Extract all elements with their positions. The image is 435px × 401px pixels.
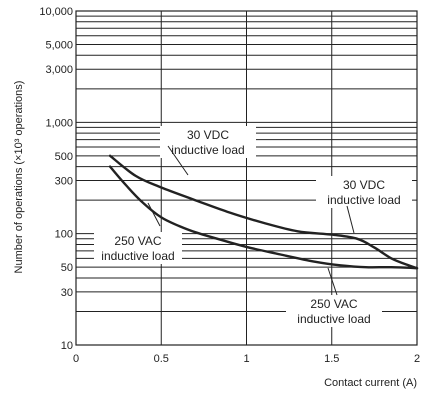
- annotation-leader: [147, 202, 161, 227]
- annotation-text: inductive load: [101, 249, 174, 263]
- y-tick-label: 500: [55, 151, 73, 163]
- annotation-text: inductive load: [171, 143, 244, 157]
- y-tick-label: 10,000: [39, 6, 73, 18]
- y-tick-label: 100: [55, 229, 73, 241]
- annotation-text: 30 VDC: [343, 178, 385, 192]
- series-line-1: [108, 154, 419, 270]
- x-tick-label: 1.5: [324, 353, 339, 365]
- y-tick-label: 10: [61, 340, 73, 352]
- plot-frame: [75, 10, 418, 346]
- x-tick-label: 0.5: [154, 353, 169, 365]
- x-tick-label: 1: [243, 353, 249, 365]
- annotation-box: [316, 176, 412, 208]
- annotation-box: [94, 232, 182, 264]
- annotation-text: 250 VAC: [310, 297, 357, 311]
- x-tick-label: 2: [414, 353, 420, 365]
- annotation-box: [286, 295, 382, 327]
- y-tick-label: 30: [61, 287, 73, 299]
- annotation-text: 30 VDC: [187, 128, 229, 142]
- y-tick-label: 5,000: [45, 40, 73, 52]
- annotation-box: [160, 126, 256, 158]
- series-line-2: [108, 165, 419, 270]
- y-tick-label: 3,000: [45, 64, 73, 76]
- y-tick-label: 50: [61, 262, 73, 274]
- x-axis-label: Contact current (A): [324, 377, 417, 389]
- series-layer: [108, 154, 419, 270]
- y-tick-label: 300: [55, 176, 73, 188]
- annotation-leader: [346, 205, 355, 234]
- y-tick-label: 1,000: [45, 117, 73, 129]
- annotation-text: 250 VAC: [114, 234, 161, 248]
- annotation-text: inductive load: [297, 312, 370, 326]
- annotation-text: inductive load: [327, 193, 400, 207]
- annotation-leader: [327, 267, 338, 296]
- y-axis-label: Number of operations (×10³ operations): [13, 81, 25, 274]
- tick-labels: 0 0.5 1 1.5 2 10 30 50 100 300 500 1,000 3,000 5,000 1…: [39, 6, 420, 365]
- annotation-leader: [167, 145, 189, 176]
- x-tick-label: 0: [73, 353, 79, 365]
